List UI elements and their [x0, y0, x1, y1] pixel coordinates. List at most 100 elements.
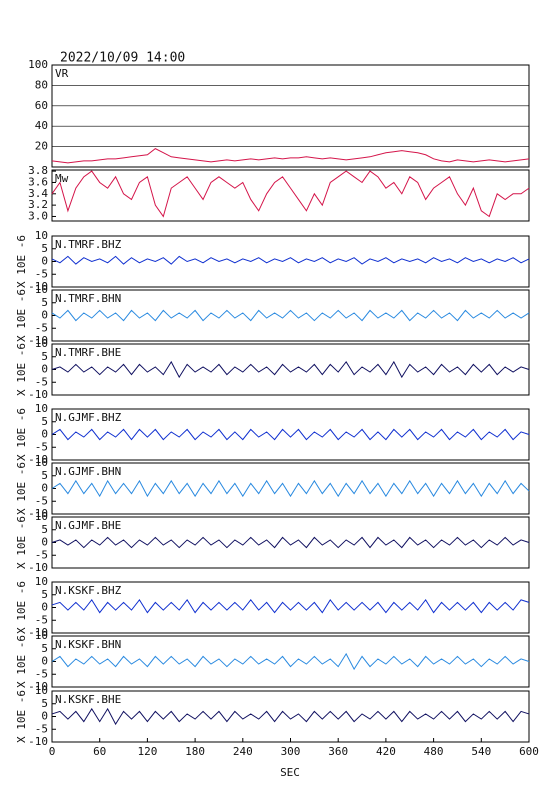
y-tick-label: 10 [35, 510, 48, 523]
y-tick-label: -5 [35, 667, 48, 680]
series-line [51, 360, 530, 379]
panel-label: N.TMRF.BHZ [55, 238, 122, 251]
y-tick-label: 10 [35, 337, 48, 350]
series-line [51, 148, 530, 164]
y-tick-label: -10 [28, 453, 48, 466]
x-tick-label: 300 [281, 745, 301, 758]
panel-frame [51, 169, 530, 222]
x-tick-label: 60 [93, 745, 106, 758]
y-tick-label: 0 [41, 710, 48, 723]
y-tick-label: 80 [35, 78, 48, 91]
panel-label: N.GJMF.BHN [55, 465, 121, 478]
panel-frame [51, 635, 530, 688]
panel-frame [51, 408, 530, 461]
panel-label: N.GJMF.BHZ [55, 411, 122, 424]
y-tick-label: 5 [41, 350, 48, 363]
series-line [51, 309, 530, 322]
x-tick-label: 600 [519, 745, 539, 758]
panel-label: N.TMRF.BHE [55, 346, 121, 359]
x-tick-label: 420 [376, 745, 396, 758]
y-tick-label: -10 [28, 735, 48, 748]
panel-frame [51, 289, 530, 342]
series-line [51, 707, 530, 726]
y-axis-label: X 10E -6 [15, 635, 28, 688]
y-tick-label: 0 [41, 536, 48, 549]
y-tick-label: 3.4 [28, 187, 48, 200]
panel-label: N.KSKF.BHE [55, 693, 121, 706]
panel-label: N.GJMF.BHE [55, 519, 121, 532]
x-tick-label: 360 [328, 745, 348, 758]
panel-label: Mw [55, 172, 69, 185]
y-tick-label: 5 [41, 588, 48, 601]
panel-frame [51, 516, 530, 569]
y-axis-label: X 10E -6 [15, 289, 28, 342]
y-tick-label: -5 [35, 440, 48, 453]
y-tick-label: 0 [41, 428, 48, 441]
y-tick-label: 10 [35, 402, 48, 415]
y-tick-label: -5 [35, 375, 48, 388]
panel-frame [51, 64, 530, 168]
panel-frame [51, 343, 530, 396]
y-tick-label: -10 [28, 561, 48, 574]
y-tick-label: 10 [35, 229, 48, 242]
x-tick-label: 480 [424, 745, 444, 758]
panel-label: N.TMRF.BHN [55, 292, 121, 305]
y-tick-label: 3.6 [28, 175, 48, 188]
y-tick-label: 10 [35, 283, 48, 296]
y-tick-label: -10 [28, 507, 48, 520]
y-tick-label: 0 [41, 309, 48, 322]
panel-frame [51, 690, 530, 743]
x-tick-label: 180 [185, 745, 205, 758]
y-tick-label: 0 [41, 363, 48, 376]
series-line [51, 598, 530, 614]
panel-frame [51, 462, 530, 515]
y-axis-label: X 10E -6 [15, 581, 28, 634]
y-tick-label: -5 [35, 494, 48, 507]
y-tick-label: 5 [41, 523, 48, 536]
y-tick-label: 3.0 [28, 209, 48, 222]
x-tick-label: 240 [233, 745, 253, 758]
y-axis-label: X 10E -6 [15, 690, 28, 743]
panel-label: N.KSKF.BHZ [55, 584, 122, 597]
y-tick-label: 40 [35, 119, 48, 132]
y-tick-label: 0 [41, 601, 48, 614]
y-tick-label: 5 [41, 697, 48, 710]
series-line [51, 170, 530, 218]
series-line [51, 479, 530, 498]
y-tick-label: 5 [41, 469, 48, 482]
y-tick-label: 3.2 [28, 198, 48, 211]
y-tick-label: 0 [41, 482, 48, 495]
x-tick-label: 120 [137, 745, 157, 758]
y-tick-label: -5 [35, 722, 48, 735]
y-tick-label: 5 [41, 296, 48, 309]
panel-label: VR [55, 67, 69, 80]
y-tick-label: 3.8 [28, 164, 48, 177]
y-tick-label: -10 [28, 680, 48, 693]
y-tick-label: -5 [35, 613, 48, 626]
y-tick-label: 100 [28, 58, 48, 71]
y-tick-label: -5 [35, 267, 48, 280]
y-tick-label: 0 [41, 255, 48, 268]
y-tick-label: -10 [28, 626, 48, 639]
y-tick-label: -5 [35, 321, 48, 334]
y-axis-label: X 10E -6 [15, 462, 28, 515]
y-tick-label: -5 [35, 548, 48, 561]
y-axis-label: X 10E -6 [15, 343, 28, 396]
chart-title: 2022/10/09 14:00 [60, 51, 185, 66]
y-tick-label: 5 [41, 415, 48, 428]
y-tick-label: -10 [28, 334, 48, 347]
y-axis-label: X 10E -6 [15, 516, 28, 569]
y-tick-label: 5 [41, 242, 48, 255]
y-tick-label: 5 [41, 642, 48, 655]
y-tick-label: 60 [35, 99, 48, 112]
panel-label: N.KSKF.BHN [55, 638, 121, 651]
y-tick-label: 10 [35, 456, 48, 469]
series-line [51, 428, 530, 441]
y-tick-label: 0 [41, 655, 48, 668]
y-tick-label: 10 [35, 575, 48, 588]
y-axis-label: X 10E -6 [15, 235, 28, 288]
y-tick-label: 20 [35, 140, 48, 153]
series-line [51, 255, 530, 265]
y-axis-label: X 10E -6 [15, 408, 28, 461]
